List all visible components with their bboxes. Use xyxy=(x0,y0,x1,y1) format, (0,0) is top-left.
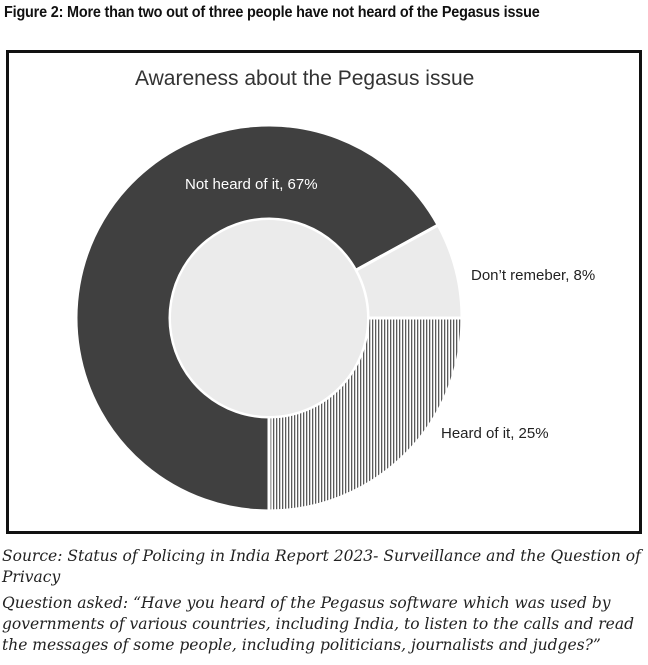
figure-title: Figure 2: More than two out of three peo… xyxy=(4,4,540,21)
donut-slices xyxy=(74,123,464,513)
chart-frame: Awareness about the Pegasus issue Not he… xyxy=(6,50,642,534)
source-note: Source: Status of Policing in India Repo… xyxy=(2,547,641,586)
donut-chart: Awareness about the Pegasus issue Not he… xyxy=(74,67,595,513)
slice-label-not-heard: Not heard of it, 67% xyxy=(185,176,318,193)
slice-not-heard xyxy=(74,123,441,513)
slice-dont-remember xyxy=(353,222,464,320)
slice-label-heard: Heard of it, 25% xyxy=(441,425,549,442)
slice-heard xyxy=(267,316,464,513)
question-note: Question asked: “Have you heard of the P… xyxy=(2,594,635,654)
chart-title: Awareness about the Pegasus issue xyxy=(135,67,474,90)
donut-hole xyxy=(171,220,367,416)
slice-label-dont-remember: Don’t remeber, 8% xyxy=(471,267,595,284)
